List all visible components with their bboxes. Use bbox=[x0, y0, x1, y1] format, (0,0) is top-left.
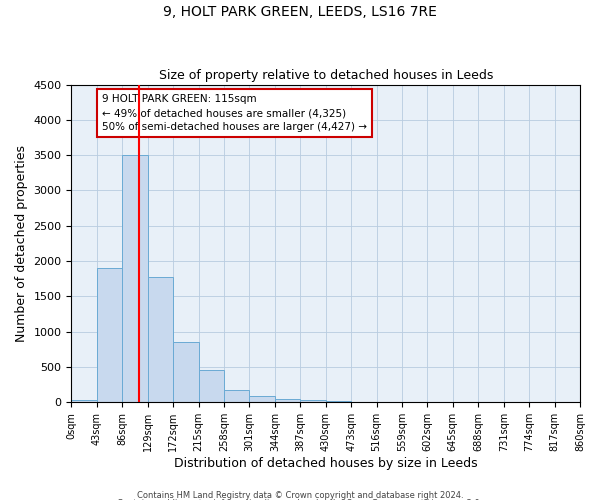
Bar bbox=[97, 268, 122, 402]
Bar bbox=[300, 400, 326, 402]
Text: 9 HOLT PARK GREEN: 115sqm
← 49% of detached houses are smaller (4,325)
50% of se: 9 HOLT PARK GREEN: 115sqm ← 49% of detac… bbox=[102, 94, 367, 132]
Bar bbox=[275, 399, 300, 402]
X-axis label: Distribution of detached houses by size in Leeds: Distribution of detached houses by size … bbox=[174, 457, 478, 470]
Bar bbox=[224, 390, 250, 402]
Bar bbox=[122, 155, 148, 402]
Bar bbox=[71, 400, 97, 402]
Text: Contains HM Land Registry data © Crown copyright and database right 2024.: Contains HM Land Registry data © Crown c… bbox=[137, 490, 463, 500]
Title: Size of property relative to detached houses in Leeds: Size of property relative to detached ho… bbox=[158, 69, 493, 82]
Bar bbox=[148, 276, 173, 402]
Y-axis label: Number of detached properties: Number of detached properties bbox=[15, 145, 28, 342]
Bar bbox=[173, 342, 199, 402]
Bar bbox=[250, 396, 275, 402]
Bar bbox=[199, 370, 224, 402]
Text: 9, HOLT PARK GREEN, LEEDS, LS16 7RE: 9, HOLT PARK GREEN, LEEDS, LS16 7RE bbox=[163, 5, 437, 19]
